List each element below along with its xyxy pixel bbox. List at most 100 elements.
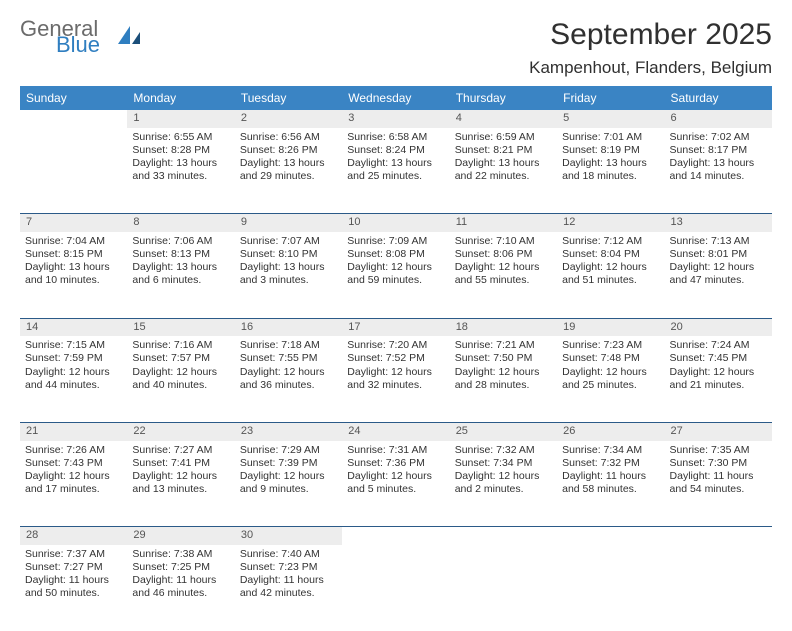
sunset-text: Sunset: 7:57 PM [132, 352, 229, 365]
day-cell: Sunrise: 7:35 AMSunset: 7:30 PMDaylight:… [665, 441, 772, 527]
week-row: Sunrise: 7:04 AMSunset: 8:15 PMDaylight:… [20, 232, 772, 318]
daylight2-text: and 5 minutes. [347, 483, 444, 496]
day-number: 13 [665, 214, 772, 232]
sunrise-text: Sunrise: 7:27 AM [132, 444, 229, 457]
day-number: 6 [665, 110, 772, 128]
day-cell: Sunrise: 7:07 AMSunset: 8:10 PMDaylight:… [235, 232, 342, 318]
day-cell: Sunrise: 7:24 AMSunset: 7:45 PMDaylight:… [665, 336, 772, 422]
day-cell: Sunrise: 7:32 AMSunset: 7:34 PMDaylight:… [450, 441, 557, 527]
daylight2-text: and 44 minutes. [25, 379, 122, 392]
daylight1-text: Daylight: 12 hours [670, 261, 767, 274]
daylight1-text: Daylight: 12 hours [455, 261, 552, 274]
day-cell: Sunrise: 7:06 AMSunset: 8:13 PMDaylight:… [127, 232, 234, 318]
sunset-text: Sunset: 8:21 PM [455, 144, 552, 157]
title-location: Kampenhout, Flanders, Belgium [529, 58, 772, 78]
day-number: 17 [342, 318, 449, 336]
weekday-header-row: Sunday Monday Tuesday Wednesday Thursday… [20, 86, 772, 110]
day-cell: Sunrise: 7:31 AMSunset: 7:36 PMDaylight:… [342, 441, 449, 527]
sunrise-text: Sunrise: 7:21 AM [455, 339, 552, 352]
day-number: 8 [127, 214, 234, 232]
sunset-text: Sunset: 8:06 PM [455, 248, 552, 261]
day-number: 5 [557, 110, 664, 128]
day-cell: Sunrise: 6:58 AMSunset: 8:24 PMDaylight:… [342, 128, 449, 214]
sunset-text: Sunset: 7:50 PM [455, 352, 552, 365]
logo: General Blue [20, 18, 72, 56]
day-cell: Sunrise: 6:55 AMSunset: 8:28 PMDaylight:… [127, 128, 234, 214]
daylight2-text: and 59 minutes. [347, 274, 444, 287]
daylight1-text: Daylight: 13 hours [132, 261, 229, 274]
daylight1-text: Daylight: 13 hours [132, 157, 229, 170]
week-row: Sunrise: 7:26 AMSunset: 7:43 PMDaylight:… [20, 441, 772, 527]
day-number: 11 [450, 214, 557, 232]
logo-word-blue: Blue [56, 34, 100, 56]
daylight2-text: and 13 minutes. [132, 483, 229, 496]
day-cell: Sunrise: 6:59 AMSunset: 8:21 PMDaylight:… [450, 128, 557, 214]
daylight2-text: and 22 minutes. [455, 170, 552, 183]
day-number: 14 [20, 318, 127, 336]
day-cell: Sunrise: 7:23 AMSunset: 7:48 PMDaylight:… [557, 336, 664, 422]
sunrise-text: Sunrise: 7:32 AM [455, 444, 552, 457]
daylight2-text: and 17 minutes. [25, 483, 122, 496]
day-cell: Sunrise: 7:20 AMSunset: 7:52 PMDaylight:… [342, 336, 449, 422]
day-number: 12 [557, 214, 664, 232]
daylight2-text: and 6 minutes. [132, 274, 229, 287]
day-number: 21 [20, 422, 127, 440]
daylight1-text: Daylight: 12 hours [132, 366, 229, 379]
sunrise-text: Sunrise: 7:20 AM [347, 339, 444, 352]
day-number: 28 [20, 527, 127, 545]
sunrise-text: Sunrise: 7:07 AM [240, 235, 337, 248]
weekday-header: Wednesday [342, 86, 449, 110]
daylight2-text: and 18 minutes. [562, 170, 659, 183]
daylight2-text: and 25 minutes. [562, 379, 659, 392]
day-cell [665, 545, 772, 631]
sunset-text: Sunset: 7:25 PM [132, 561, 229, 574]
day-cell [342, 545, 449, 631]
daylight1-text: Daylight: 12 hours [562, 366, 659, 379]
sunrise-text: Sunrise: 7:10 AM [455, 235, 552, 248]
day-number: 25 [450, 422, 557, 440]
sunset-text: Sunset: 7:59 PM [25, 352, 122, 365]
daylight2-text: and 55 minutes. [455, 274, 552, 287]
daylight1-text: Daylight: 12 hours [25, 470, 122, 483]
daylight2-text: and 47 minutes. [670, 274, 767, 287]
day-number: 27 [665, 422, 772, 440]
sunrise-text: Sunrise: 7:26 AM [25, 444, 122, 457]
sunset-text: Sunset: 7:48 PM [562, 352, 659, 365]
day-cell: Sunrise: 7:27 AMSunset: 7:41 PMDaylight:… [127, 441, 234, 527]
day-number [450, 527, 557, 545]
daynum-row: 123456 [20, 110, 772, 128]
daylight1-text: Daylight: 11 hours [240, 574, 337, 587]
sunset-text: Sunset: 8:28 PM [132, 144, 229, 157]
daylight1-text: Daylight: 12 hours [347, 470, 444, 483]
day-cell: Sunrise: 7:18 AMSunset: 7:55 PMDaylight:… [235, 336, 342, 422]
daynum-row: 78910111213 [20, 214, 772, 232]
sunrise-text: Sunrise: 7:04 AM [25, 235, 122, 248]
sunrise-text: Sunrise: 7:23 AM [562, 339, 659, 352]
daylight1-text: Daylight: 13 hours [670, 157, 767, 170]
header: General Blue September 2025 Kampenhout, … [20, 18, 772, 78]
daylight1-text: Daylight: 12 hours [562, 261, 659, 274]
day-number: 22 [127, 422, 234, 440]
sunrise-text: Sunrise: 7:37 AM [25, 548, 122, 561]
daylight2-text: and 21 minutes. [670, 379, 767, 392]
daylight2-text: and 40 minutes. [132, 379, 229, 392]
day-cell: Sunrise: 7:01 AMSunset: 8:19 PMDaylight:… [557, 128, 664, 214]
sunset-text: Sunset: 7:23 PM [240, 561, 337, 574]
daylight2-text: and 42 minutes. [240, 587, 337, 600]
day-number: 3 [342, 110, 449, 128]
title-block: September 2025 Kampenhout, Flanders, Bel… [529, 18, 772, 78]
sunset-text: Sunset: 7:30 PM [670, 457, 767, 470]
sunrise-text: Sunrise: 7:18 AM [240, 339, 337, 352]
sunset-text: Sunset: 7:39 PM [240, 457, 337, 470]
daylight2-text: and 46 minutes. [132, 587, 229, 600]
day-number: 2 [235, 110, 342, 128]
sunrise-text: Sunrise: 6:59 AM [455, 131, 552, 144]
sunset-text: Sunset: 7:45 PM [670, 352, 767, 365]
sunrise-text: Sunrise: 7:09 AM [347, 235, 444, 248]
daynum-row: 21222324252627 [20, 422, 772, 440]
day-number: 29 [127, 527, 234, 545]
daynum-row: 282930 [20, 527, 772, 545]
logo-sail-icon [116, 22, 144, 50]
sunrise-text: Sunrise: 7:24 AM [670, 339, 767, 352]
sunset-text: Sunset: 7:32 PM [562, 457, 659, 470]
